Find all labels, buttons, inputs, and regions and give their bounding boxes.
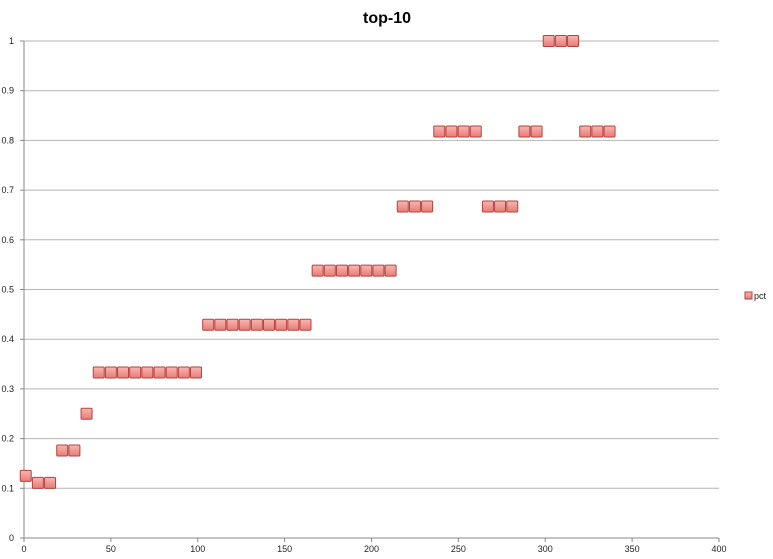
data-point: [250, 318, 263, 331]
data-point: [445, 125, 458, 138]
data-point: [226, 318, 239, 331]
y-tick-label: 0.9: [1, 86, 14, 96]
x-tick-label: 300: [538, 544, 553, 554]
data-point: [421, 200, 434, 213]
data-point: [311, 264, 324, 277]
data-point: [481, 200, 494, 213]
data-point: [129, 366, 142, 379]
y-tick-label: 0.7: [1, 185, 14, 195]
data-point: [104, 366, 117, 379]
data-point: [117, 366, 130, 379]
gridlines: [24, 40, 719, 489]
y-axis-ticks: 0 0.1 0.2 0.3 0.4 0.5 0.6 0.7 0.8 0.9 1: [1, 36, 24, 543]
data-point: [56, 444, 69, 457]
data-point: [591, 125, 604, 138]
data-point: [190, 366, 203, 379]
y-tick-label: 0.3: [1, 384, 14, 394]
data-point: [408, 200, 421, 213]
data-point: [275, 318, 288, 331]
y-tick-label: 0.6: [1, 235, 14, 245]
legend-swatch: [744, 291, 753, 300]
legend: pct: [744, 291, 767, 301]
x-tick-label: 200: [364, 544, 379, 554]
data-point: [396, 200, 409, 213]
data-point: [31, 476, 44, 489]
x-tick-label: 400: [711, 544, 726, 554]
data-point: [177, 366, 190, 379]
data-point: [299, 318, 312, 331]
data-point: [323, 264, 336, 277]
legend-label-pct: pct: [754, 291, 767, 301]
data-point: [603, 125, 616, 138]
y-tick-label: 0.2: [1, 434, 14, 444]
y-tick-label: 0.8: [1, 135, 14, 145]
data-point: [214, 318, 227, 331]
data-point: [202, 318, 215, 331]
x-tick-label: 350: [625, 544, 640, 554]
data-point: [92, 366, 105, 379]
data-points: [19, 35, 616, 489]
y-tick-label: 0: [9, 533, 14, 543]
data-point: [19, 469, 32, 482]
x-tick-label: 150: [277, 544, 292, 554]
data-point: [530, 125, 543, 138]
data-point: [335, 264, 348, 277]
data-point: [469, 125, 482, 138]
y-tick-label: 0.1: [1, 483, 14, 493]
x-tick-label: 0: [21, 544, 26, 554]
data-point: [80, 407, 93, 420]
x-tick-label: 100: [190, 544, 205, 554]
data-point: [262, 318, 275, 331]
data-point: [433, 125, 446, 138]
data-point: [494, 200, 507, 213]
data-point: [554, 35, 567, 47]
data-point: [165, 366, 178, 379]
data-point: [518, 125, 531, 138]
data-point: [384, 264, 397, 277]
data-point: [579, 125, 592, 138]
chart-title: top-10: [363, 10, 411, 27]
data-point: [360, 264, 373, 277]
data-point: [153, 366, 166, 379]
data-point: [287, 318, 300, 331]
data-point: [44, 476, 57, 489]
data-point: [542, 35, 555, 47]
data-point: [567, 35, 580, 47]
data-point: [238, 318, 251, 331]
y-tick-label: 1: [9, 36, 14, 46]
y-tick-label: 0.4: [1, 334, 14, 344]
data-point: [372, 264, 385, 277]
x-tick-label: 250: [451, 544, 466, 554]
data-point: [68, 444, 81, 457]
x-tick-label: 50: [106, 544, 116, 554]
x-axis-ticks: 0 50 100 150 200 250 300 350 400: [21, 538, 727, 554]
data-point: [506, 200, 519, 213]
y-tick-label: 0.5: [1, 285, 14, 295]
data-point: [141, 366, 154, 379]
data-point: [348, 264, 361, 277]
data-point: [457, 125, 470, 138]
